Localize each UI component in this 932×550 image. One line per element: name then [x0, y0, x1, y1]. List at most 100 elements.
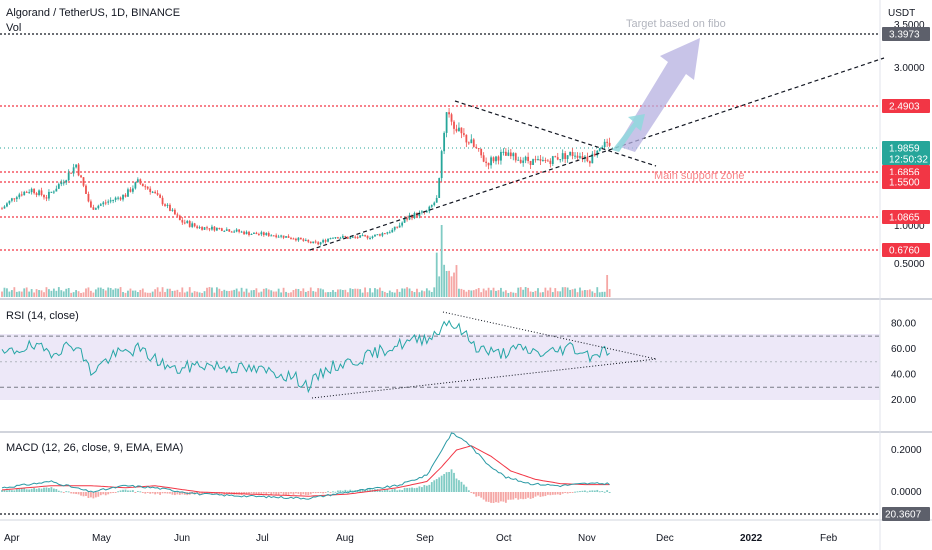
symbol-title[interactable]: Algorand / TetherUS, 1D, BINANCE — [6, 7, 180, 19]
candle — [30, 188, 33, 193]
candle — [262, 232, 265, 236]
candle — [208, 228, 211, 230]
candle — [598, 148, 601, 151]
volume-bar — [129, 288, 132, 297]
volume-bar — [576, 292, 579, 297]
rsi-tick-label: 60.00 — [891, 344, 916, 355]
macd-histogram-bar — [386, 488, 389, 492]
volume-bar — [366, 292, 369, 297]
candle — [99, 204, 102, 206]
macd-histogram-bar — [245, 492, 248, 495]
price-tag-countdown: 12:50:32 — [889, 155, 928, 166]
macd-histogram-bar — [467, 490, 470, 492]
candle — [124, 194, 127, 197]
volume-bar — [176, 289, 179, 297]
macd-histogram-bar — [579, 491, 581, 493]
volume-bar — [433, 287, 436, 297]
candle — [608, 142, 611, 146]
candle — [514, 153, 517, 161]
volume-bar — [584, 289, 586, 297]
volume-bar — [230, 290, 233, 297]
macd-histogram-bar — [490, 492, 492, 503]
volume-bar — [220, 291, 223, 297]
volume-bar — [38, 290, 40, 297]
candle — [487, 162, 490, 166]
candle — [546, 160, 549, 162]
macd-histogram-bar — [487, 492, 490, 502]
volume-bar — [102, 288, 105, 297]
volume-bar — [235, 288, 238, 297]
candle — [92, 207, 95, 210]
candle — [65, 180, 68, 183]
macd-histogram-bar — [369, 489, 371, 492]
volume-bar — [99, 287, 102, 297]
volume-bar — [356, 288, 359, 297]
volume-bar — [554, 288, 557, 297]
volume-bar — [166, 288, 169, 297]
candle — [82, 177, 85, 186]
candle — [104, 202, 107, 204]
macd-pane[interactable] — [1, 432, 611, 504]
volume-bar — [188, 287, 191, 297]
candle — [344, 236, 347, 238]
macd-histogram-bar — [571, 492, 574, 493]
time-axis[interactable]: Apr May Jun Jul Aug Sep Oct Nov Dec 2022 Feb — [4, 533, 838, 544]
macd-histogram-bar — [257, 492, 260, 494]
candle — [519, 159, 522, 163]
volume-bar — [586, 290, 589, 297]
macd-histogram-bar — [601, 490, 604, 492]
volume-bar — [601, 291, 604, 297]
candle — [156, 193, 159, 195]
volume-bar — [151, 291, 154, 297]
rsi-pane[interactable] — [0, 311, 880, 399]
volume-bar — [448, 270, 450, 297]
volume-bar — [299, 291, 302, 297]
macd-histogram-bar — [507, 492, 510, 500]
price-axis[interactable]: 3.50003.00002.00001.50001.00000.50003.39… — [882, 20, 930, 521]
volume-bar — [92, 292, 95, 297]
macd-histogram-bar — [277, 492, 280, 495]
candle — [235, 229, 238, 232]
drawings[interactable] — [309, 38, 885, 251]
volume-bar — [450, 276, 453, 297]
price-tag — [882, 99, 930, 113]
volume-bar — [228, 291, 231, 297]
volume-bar — [361, 292, 364, 297]
volume-bar — [546, 290, 549, 297]
macd-histogram-bar — [465, 486, 468, 492]
volume-bar — [470, 290, 473, 297]
price-pane[interactable] — [0, 0, 880, 298]
candle — [181, 220, 184, 223]
macd-histogram-bar — [462, 484, 465, 492]
volume-bar — [480, 292, 483, 297]
volume-bar — [317, 288, 320, 297]
macd-histogram-bar — [423, 485, 426, 492]
volume-bar — [117, 288, 119, 297]
candle — [144, 186, 147, 188]
volume-bar — [161, 287, 164, 297]
support-trendline — [309, 57, 885, 251]
macd-title[interactable]: MACD (12, 26, close, 9, EMA, EMA) — [6, 442, 183, 454]
macd-histogram-bar — [324, 492, 327, 493]
macd-histogram-bar — [398, 489, 401, 492]
volume-bar — [591, 291, 594, 297]
macd-histogram-bar — [529, 492, 532, 499]
price-tag — [882, 210, 930, 224]
candle — [537, 159, 539, 161]
candle — [539, 159, 542, 161]
macd-histogram-bar — [299, 492, 302, 496]
target-annotation[interactable]: Target based on fibo — [626, 18, 726, 30]
candle — [176, 214, 179, 216]
candle — [250, 233, 253, 235]
macd-histogram-bar — [532, 492, 534, 499]
volume-bar — [411, 290, 413, 297]
support-annotation[interactable]: Main support zone — [654, 170, 745, 182]
macd-tick-label: 0.2000 — [891, 445, 922, 456]
rsi-title[interactable]: RSI (14, close) — [6, 310, 79, 322]
volume-label[interactable]: Vol — [6, 22, 21, 34]
macd-histogram-bar — [102, 492, 105, 495]
volume-bar — [6, 288, 8, 297]
candle — [561, 153, 564, 160]
candle — [497, 156, 500, 161]
